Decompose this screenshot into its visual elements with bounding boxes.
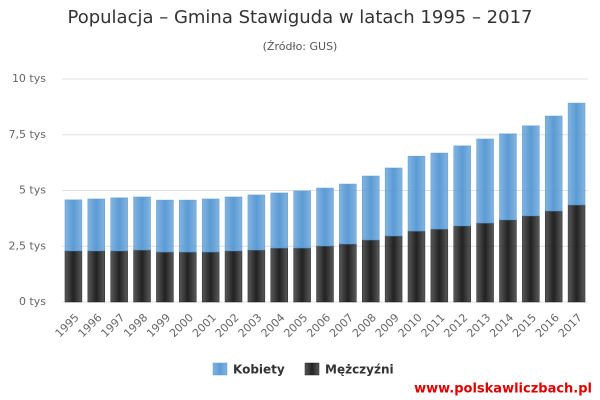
x-tick-label: 2016 <box>533 311 562 340</box>
bar <box>453 225 471 303</box>
bar <box>179 199 197 253</box>
bar <box>156 251 174 303</box>
y-tick-label: 5 tys <box>19 184 46 197</box>
bar <box>544 115 563 212</box>
x-tick-label: 2009 <box>373 311 402 340</box>
bar <box>247 194 266 251</box>
y-tick-label: 7,5 tys <box>8 128 46 141</box>
bar <box>247 249 266 303</box>
bar <box>87 198 106 252</box>
bar <box>339 243 357 303</box>
bar <box>384 167 403 237</box>
x-tick-label: 2007 <box>327 311 356 340</box>
legend-label: Mężczyźni <box>325 363 394 377</box>
x-tick-label: 1999 <box>144 311 173 340</box>
x-tick-label: 2005 <box>281 311 310 340</box>
bar <box>270 247 288 303</box>
x-tick-label: 2003 <box>236 311 265 340</box>
x-tick-label: 2008 <box>350 311 379 340</box>
bar <box>64 199 83 252</box>
bar <box>156 199 174 253</box>
bar <box>179 251 197 303</box>
bar <box>133 249 151 303</box>
bar <box>544 210 563 303</box>
x-tick-label: 2004 <box>259 311 288 340</box>
y-tick-label: 10 tys <box>12 72 46 85</box>
bar <box>384 235 403 303</box>
x-tick-label: 2002 <box>213 311 242 340</box>
bar <box>270 192 288 249</box>
x-tick-label: 2006 <box>304 311 333 340</box>
x-tick-label: 2015 <box>510 311 539 340</box>
bar <box>293 247 311 303</box>
x-tick-label: 2011 <box>419 311 448 340</box>
bar <box>224 196 243 252</box>
bar <box>476 222 494 303</box>
x-tick-label: 2013 <box>464 311 493 340</box>
legend-swatch <box>304 362 320 376</box>
x-tick-label: 1995 <box>53 311 82 340</box>
bar <box>110 197 128 252</box>
bar <box>430 228 449 303</box>
x-tick-label: 1998 <box>121 311 150 340</box>
bar <box>522 125 540 217</box>
legend-swatch <box>212 362 228 376</box>
bar <box>407 230 426 303</box>
bar <box>201 198 220 253</box>
bar <box>567 102 586 206</box>
bar <box>339 183 357 245</box>
bar <box>133 196 151 251</box>
bar <box>522 215 540 303</box>
bar <box>499 219 517 303</box>
bar <box>316 245 334 303</box>
y-tick-label: 0 tys <box>19 295 46 308</box>
bar <box>201 251 220 303</box>
x-tick-label: 2010 <box>396 311 425 340</box>
bar <box>64 250 83 303</box>
bar <box>293 190 311 249</box>
bar <box>316 187 334 247</box>
bar <box>362 239 380 303</box>
x-tick-label: 2017 <box>556 311 585 340</box>
chart-title: Populacja – Gmina Stawiguda w latach 199… <box>67 7 532 28</box>
x-tick-label: 2001 <box>190 311 219 340</box>
x-tick-label: 1997 <box>98 311 127 340</box>
bar <box>430 152 449 230</box>
bar <box>567 204 586 303</box>
x-tick-label: 2000 <box>167 311 196 340</box>
bar <box>362 175 380 241</box>
legend-label: Kobiety <box>233 363 285 377</box>
bar <box>476 138 494 224</box>
x-tick-label: 2014 <box>487 311 516 340</box>
bar <box>407 155 426 232</box>
bar <box>87 250 106 303</box>
bar <box>224 250 243 303</box>
y-tick-label: 2,5 tys <box>8 239 46 252</box>
bar <box>110 250 128 303</box>
x-tick-label: 1996 <box>76 311 105 340</box>
chart-subtitle: (Źródło: GUS) <box>263 40 338 53</box>
source: www.polskawliczbach.pl <box>414 382 592 397</box>
bar <box>453 145 471 227</box>
bar <box>499 133 517 221</box>
x-tick-label: 2012 <box>441 311 470 340</box>
